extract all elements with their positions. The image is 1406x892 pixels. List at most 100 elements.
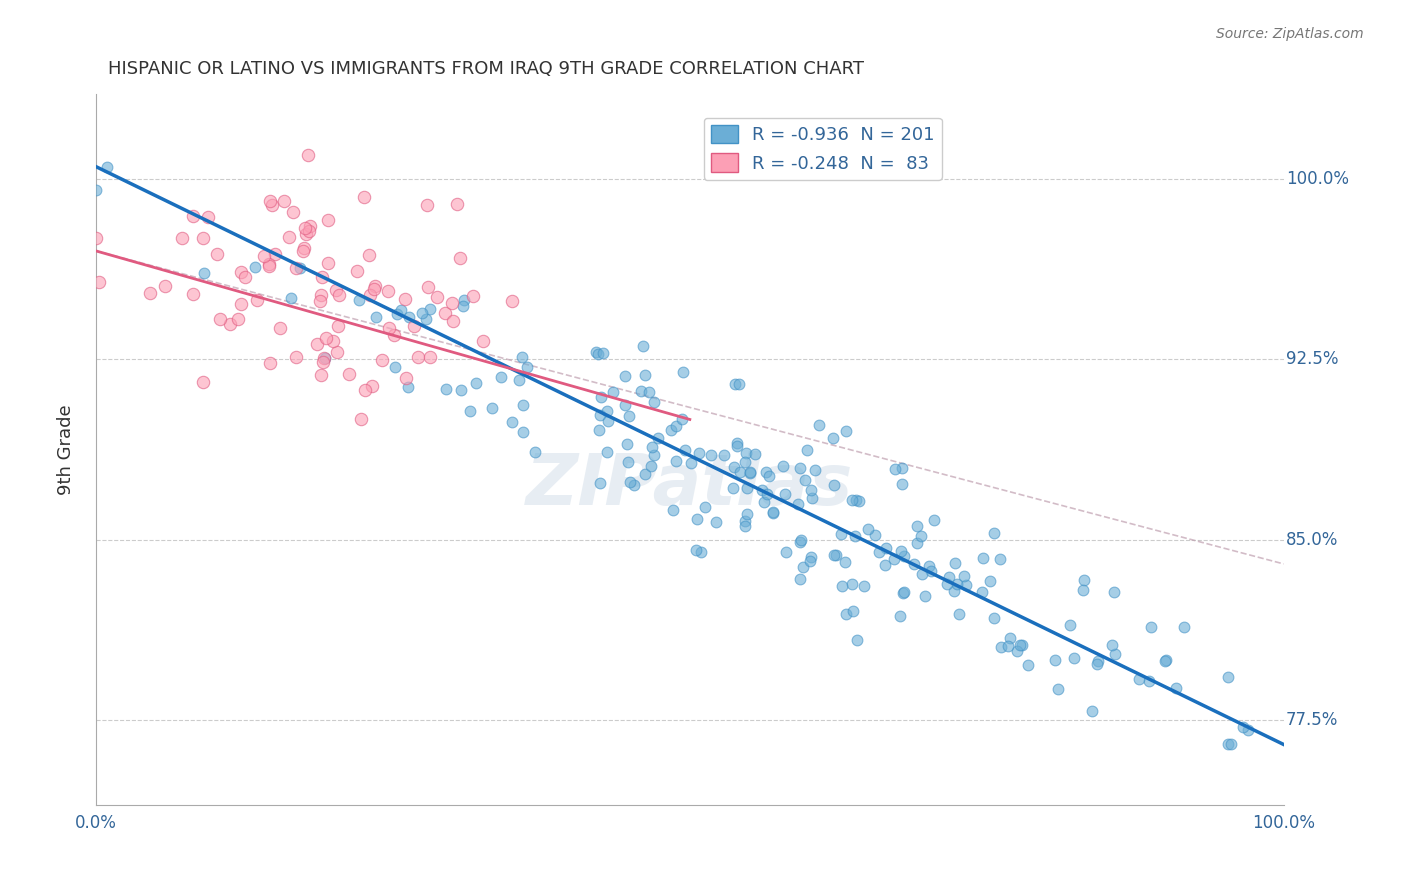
Hispanics or Latinos (1085, 657, 1108, 671)
Hispanics or Latinos (398, 310, 420, 325)
Hispanics or Latinos (460, 404, 482, 418)
Hispanics or Latinos (799, 554, 821, 568)
Hispanics or Latinos (415, 312, 437, 326)
Hispanics or Latinos (824, 548, 846, 562)
Immigrants from Iraq (209, 311, 232, 326)
Immigrants from Iraq (84, 231, 107, 245)
Immigrants from Iraq (346, 264, 368, 278)
Hispanics or Latinos (972, 551, 994, 566)
Hispanics or Latinos (643, 449, 665, 463)
Hispanics or Latinos (634, 467, 657, 481)
Immigrants from Iraq (501, 293, 523, 308)
Hispanics or Latinos (868, 545, 890, 559)
Immigrants from Iraq (191, 375, 214, 389)
Hispanics or Latinos (389, 303, 412, 318)
Immigrants from Iraq (259, 194, 281, 208)
Immigrants from Iraq (285, 261, 308, 276)
Hispanics or Latinos (689, 545, 711, 559)
Hispanics or Latinos (688, 445, 710, 459)
Hispanics or Latinos (619, 475, 641, 489)
Hispanics or Latinos (1063, 651, 1085, 665)
Hispanics or Latinos (665, 453, 688, 467)
Hispanics or Latinos (834, 607, 856, 621)
Hispanics or Latinos (998, 632, 1021, 646)
Immigrants from Iraq (350, 412, 373, 426)
Hispanics or Latinos (905, 519, 928, 533)
Hispanics or Latinos (686, 512, 709, 526)
Hispanics or Latinos (1101, 638, 1123, 652)
Hispanics or Latinos (789, 534, 811, 549)
Immigrants from Iraq (318, 212, 340, 227)
Hispanics or Latinos (724, 377, 747, 392)
Immigrants from Iraq (337, 368, 360, 382)
Immigrants from Iraq (416, 280, 439, 294)
Immigrants from Iraq (326, 318, 349, 333)
Hispanics or Latinos (510, 350, 533, 364)
Hispanics or Latinos (623, 477, 645, 491)
Hispanics or Latinos (465, 376, 488, 391)
Hispanics or Latinos (762, 506, 785, 520)
Hispanics or Latinos (1073, 582, 1095, 597)
Hispanics or Latinos (875, 558, 897, 573)
Hispanics or Latinos (758, 469, 780, 483)
Immigrants from Iraq (359, 288, 381, 302)
Hispanics or Latinos (723, 459, 745, 474)
Hispanics or Latinos (831, 579, 853, 593)
Hispanics or Latinos (800, 550, 823, 565)
Hispanics or Latinos (823, 478, 845, 492)
Hispanics or Latinos (721, 481, 744, 495)
Hispanics or Latinos (983, 526, 1005, 541)
Hispanics or Latinos (450, 383, 472, 397)
Hispanics or Latinos (84, 183, 107, 197)
Hispanics or Latinos (364, 310, 387, 325)
Immigrants from Iraq (259, 356, 281, 370)
Hispanics or Latinos (801, 491, 824, 506)
Immigrants from Iraq (471, 334, 494, 348)
Hispanics or Latinos (890, 461, 912, 475)
Hispanics or Latinos (512, 398, 534, 412)
Hispanics or Latinos (411, 306, 433, 320)
Hispanics or Latinos (613, 398, 636, 412)
Hispanics or Latinos (751, 483, 773, 498)
Hispanics or Latinos (1011, 638, 1033, 652)
Hispanics or Latinos (955, 578, 977, 592)
Hispanics or Latinos (1102, 585, 1125, 599)
Hispanics or Latinos (501, 415, 523, 429)
Hispanics or Latinos (735, 507, 758, 521)
Immigrants from Iraq (205, 247, 228, 261)
Hispanics or Latinos (1232, 720, 1254, 734)
Hispanics or Latinos (903, 558, 925, 572)
Hispanics or Latinos (596, 404, 619, 418)
Hispanics or Latinos (643, 395, 665, 409)
Hispanics or Latinos (734, 455, 756, 469)
Text: 77.5%: 77.5% (1286, 712, 1339, 730)
Hispanics or Latinos (592, 346, 614, 360)
Hispanics or Latinos (844, 529, 866, 543)
Text: 85.0%: 85.0% (1286, 531, 1339, 549)
Immigrants from Iraq (311, 368, 333, 383)
Hispanics or Latinos (1047, 681, 1070, 696)
Hispanics or Latinos (883, 551, 905, 566)
Hispanics or Latinos (453, 293, 475, 308)
Immigrants from Iraq (418, 350, 440, 364)
Immigrants from Iraq (246, 293, 269, 307)
Hispanics or Latinos (853, 579, 876, 593)
Hispanics or Latinos (685, 543, 707, 558)
Immigrants from Iraq (384, 328, 406, 343)
Immigrants from Iraq (197, 210, 219, 224)
Hispanics or Latinos (489, 370, 512, 384)
Hispanics or Latinos (243, 260, 266, 275)
Immigrants from Iraq (183, 209, 205, 223)
Hispanics or Latinos (789, 572, 811, 586)
Immigrants from Iraq (305, 337, 328, 351)
Hispanics or Latinos (914, 589, 936, 603)
Immigrants from Iraq (328, 288, 350, 302)
Immigrants from Iraq (139, 285, 162, 300)
Hispanics or Latinos (792, 560, 814, 574)
Immigrants from Iraq (295, 227, 318, 241)
Immigrants from Iraq (377, 285, 399, 299)
Hispanics or Latinos (481, 401, 503, 415)
Immigrants from Iraq (353, 190, 375, 204)
Hispanics or Latinos (735, 481, 758, 495)
Hispanics or Latinos (990, 640, 1012, 655)
